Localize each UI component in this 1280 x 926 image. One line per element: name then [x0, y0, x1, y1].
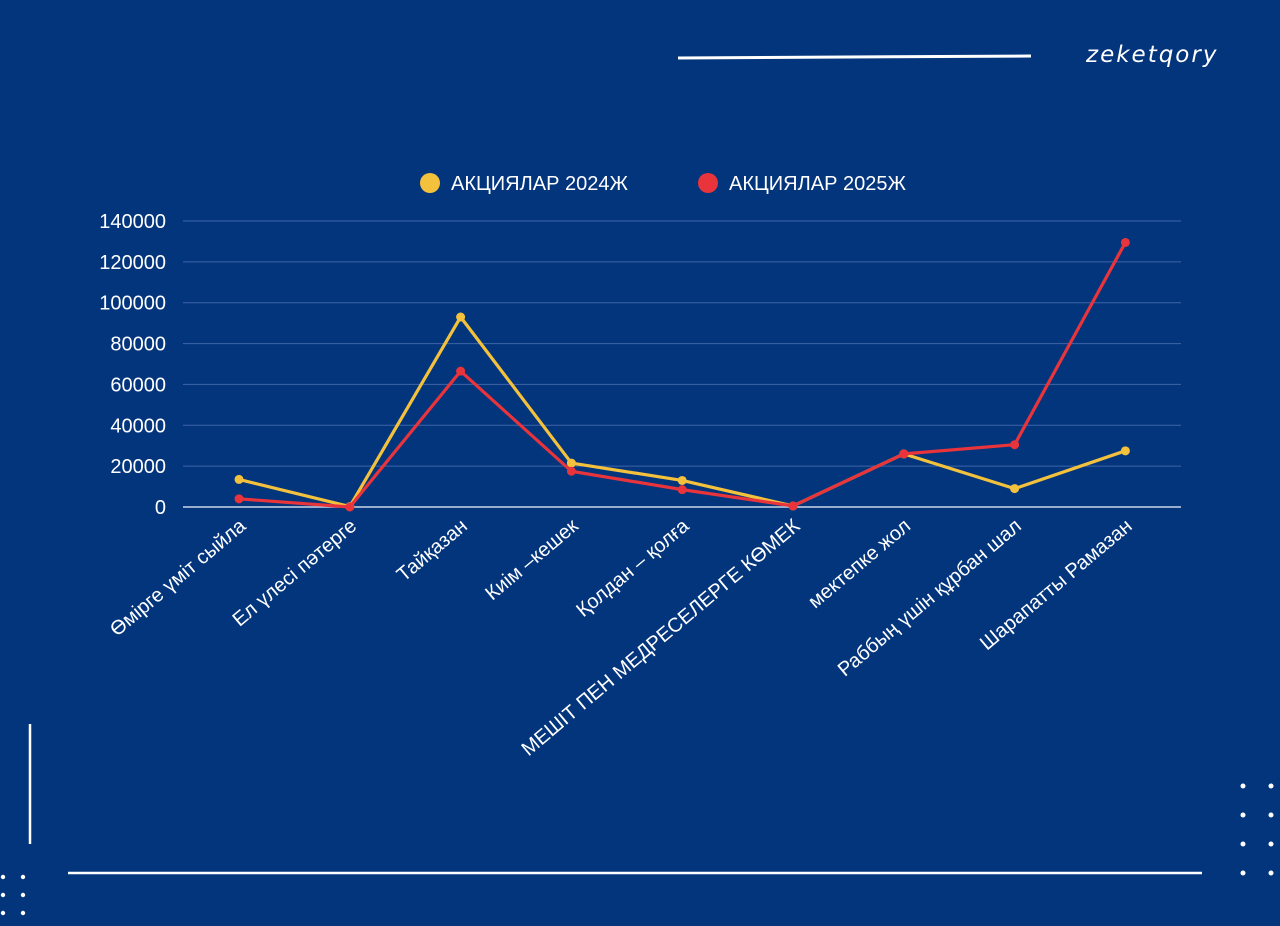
- x-tick-label: Раббың үшін құрбан шал: [834, 515, 1026, 681]
- deco-dot: [1268, 812, 1274, 818]
- top-deco-line: [677, 54, 1032, 60]
- data-point-2025: [788, 501, 798, 511]
- deco-dot: [20, 910, 26, 916]
- brand-name: zeketqory: [1086, 42, 1219, 68]
- deco-dot: [1240, 783, 1246, 789]
- chart-series: [234, 237, 1130, 512]
- y-tick-label: 80000: [110, 334, 166, 356]
- x-tick-label: Өмірге үміт сыйла: [106, 514, 251, 640]
- x-tick-label: Тайқазан: [393, 515, 472, 586]
- deco-dot: [1240, 841, 1246, 847]
- data-point-2024: [1010, 484, 1020, 494]
- chart-legend: АКЦИЯЛАР 2024Ж АКЦИЯЛАР 2025Ж: [420, 173, 906, 195]
- data-point-2025: [677, 485, 687, 495]
- y-tick-label: 140000: [99, 211, 166, 233]
- dot-pattern-right: [1240, 783, 1274, 876]
- deco-dot: [1268, 870, 1274, 876]
- deco-dot: [1268, 783, 1274, 789]
- legend-label-2025: АКЦИЯЛАР 2025Ж: [729, 173, 906, 195]
- data-point-2024: [677, 475, 687, 485]
- data-point-2024: [566, 458, 576, 468]
- x-tick-label: Киім –кешек: [481, 515, 582, 605]
- data-point-2024: [234, 474, 244, 484]
- y-tick-label: 20000: [110, 456, 166, 478]
- deco-dot: [0, 910, 6, 916]
- y-tick-label: 100000: [99, 293, 166, 315]
- legend-marker-2024: [420, 173, 440, 193]
- deco-dot: [0, 892, 6, 898]
- y-tick-label: 0: [155, 497, 166, 519]
- deco-dot: [1240, 812, 1246, 818]
- data-point-2025: [1010, 440, 1020, 450]
- legend-label-2024: АКЦИЯЛАР 2024Ж: [451, 173, 628, 195]
- x-tick-label: Қолдан – қолға: [572, 514, 694, 621]
- data-point-2025: [1120, 237, 1130, 247]
- data-point-2025: [899, 449, 909, 459]
- data-point-2025: [345, 502, 355, 512]
- deco-dot: [1268, 841, 1274, 847]
- data-point-2025: [234, 494, 244, 504]
- data-point-2025: [566, 466, 576, 476]
- data-point-2025: [456, 366, 466, 376]
- y-axis: 0 20000 40000 60000 80000 100000 120000 140000: [99, 211, 166, 519]
- x-tick-label: мектепке жол: [804, 515, 915, 613]
- y-tick-label: 60000: [110, 374, 166, 396]
- legend-marker-2025: [698, 173, 718, 193]
- data-point-2024: [456, 312, 466, 322]
- chart-grid: [183, 220, 1181, 508]
- data-point-2024: [1120, 446, 1130, 456]
- deco-dot: [20, 892, 26, 898]
- y-tick-label: 40000: [110, 415, 166, 437]
- y-tick-label: 120000: [99, 252, 166, 274]
- dot-pattern-left: [0, 874, 26, 916]
- deco-dot: [1240, 870, 1246, 876]
- deco-dot: [20, 874, 26, 880]
- deco-dot: [0, 874, 6, 880]
